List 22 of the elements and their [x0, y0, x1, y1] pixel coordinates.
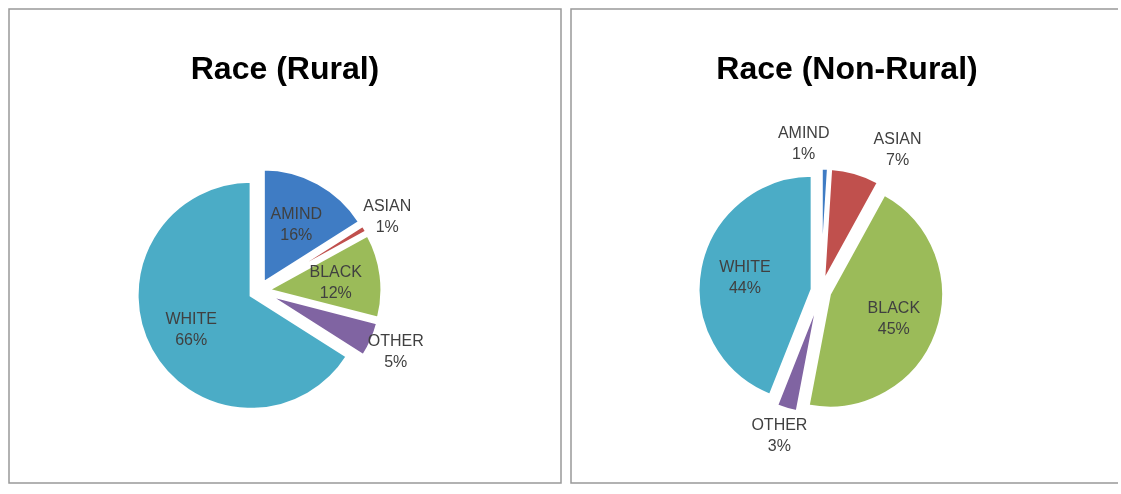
chart-title: Race (Rural) — [190, 50, 380, 86]
slice-label: ASIAN — [363, 197, 412, 215]
slice-label: AMIND — [777, 124, 830, 142]
data-label: 12% — [319, 284, 352, 302]
data-label: 44% — [728, 279, 761, 297]
data-label: 3% — [767, 437, 791, 455]
data-label: 66% — [175, 331, 208, 349]
data-label: 7% — [886, 150, 910, 168]
slice-label: OTHER — [751, 416, 808, 434]
slice-label: ASIAN — [873, 129, 922, 147]
data-label: 5% — [384, 353, 408, 371]
data-label: 1% — [792, 145, 816, 163]
slice-label: AMIND — [270, 205, 323, 223]
data-label: 16% — [280, 226, 313, 244]
slice-label: WHITE — [165, 310, 217, 328]
slice-label: BLACK — [867, 299, 921, 317]
chart-title: Race (Non-Rural) — [716, 50, 978, 86]
slice-label: OTHER — [367, 332, 424, 350]
slice-label: BLACK — [309, 263, 363, 281]
data-label: 1% — [375, 218, 399, 236]
data-label: 45% — [877, 320, 910, 338]
slice-label: WHITE — [719, 258, 771, 276]
